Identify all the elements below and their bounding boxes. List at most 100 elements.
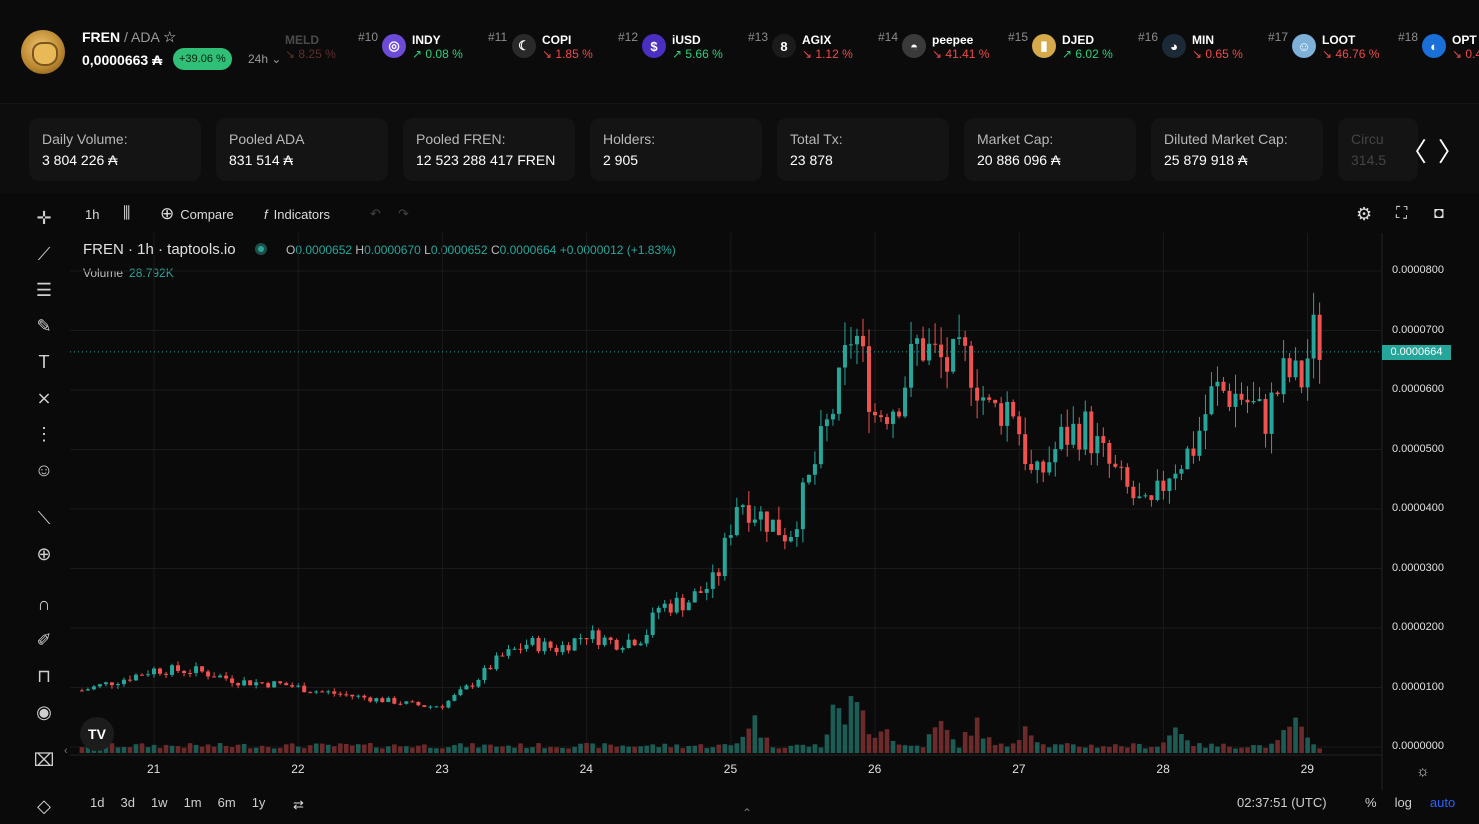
- volume-bar: [710, 747, 716, 753]
- y-tick-label: 0.0000600: [1392, 383, 1444, 395]
- stats-nav-arrows[interactable]: 〈 〉: [1400, 137, 1466, 167]
- volume-bar: [560, 747, 565, 753]
- volume-bar: [1119, 746, 1124, 753]
- favorite-star-icon[interactable]: ☆: [163, 29, 177, 46]
- indicators-button[interactable]: f Indicators: [264, 206, 330, 222]
- scroll-left-icon[interactable]: ‹: [64, 745, 68, 757]
- log-scale-toggle[interactable]: log: [1394, 795, 1412, 810]
- volume-bar: [1052, 744, 1058, 753]
- volume-bar: [1058, 744, 1064, 753]
- ticker-item[interactable]: #11 ☾ COPI ↘ 1.85 %: [488, 30, 614, 64]
- volume-bar: [914, 745, 920, 753]
- volume-bar: [860, 710, 866, 753]
- candle-body: [1233, 393, 1238, 407]
- trash-icon[interactable]: ⌧: [33, 749, 55, 770]
- trendline-icon[interactable]: ⟋: [37, 243, 51, 264]
- ticker-item[interactable]: #16 ◕ MIN ↘ 0.65 %: [1138, 30, 1264, 64]
- eye-icon[interactable]: ◉: [36, 701, 52, 722]
- candle-body: [97, 684, 102, 687]
- crosshair-icon[interactable]: ✛: [36, 207, 52, 228]
- candle-body: [79, 690, 84, 692]
- range-button-1w[interactable]: 1w: [150, 795, 168, 810]
- ticker-item[interactable]: #17 ☺ LOOT ↘ 46.76 %: [1268, 30, 1394, 64]
- range-button-1y[interactable]: 1y: [251, 795, 266, 810]
- fib-lines-icon[interactable]: ☰: [35, 279, 53, 300]
- pattern-icon[interactable]: ⨯: [36, 387, 52, 408]
- range-button-1m[interactable]: 1m: [183, 795, 202, 810]
- candle-body: [1179, 469, 1184, 474]
- candle-body: [127, 679, 132, 681]
- date-range-icon[interactable]: ⇄: [293, 797, 304, 812]
- volume-bar: [1203, 747, 1208, 753]
- y-tick-label: 0.0000300: [1392, 561, 1444, 574]
- volume-bar: [812, 744, 818, 753]
- redo-icon[interactable]: ↷: [398, 206, 409, 221]
- range-button-6m[interactable]: 6m: [217, 795, 236, 810]
- range-button-1d[interactable]: 1d: [90, 795, 105, 810]
- candle-body: [518, 648, 523, 650]
- volume-bar: [1034, 742, 1040, 753]
- volume-bar: [554, 747, 559, 753]
- screenshot-icon[interactable]: ◘: [1434, 205, 1444, 222]
- current-price: 0,0000663 ₳: [82, 52, 163, 68]
- tradingview-logo[interactable]: TV: [80, 717, 114, 751]
- range-button-3d[interactable]: 3d: [120, 795, 135, 810]
- volume-bar: [1209, 743, 1214, 753]
- utc-clock[interactable]: 02:37:51 (UTC): [1237, 795, 1327, 810]
- volume-bar: [1299, 726, 1304, 753]
- volume-bar: [259, 745, 265, 753]
- y-tick-label: 0.0000800: [1392, 264, 1444, 276]
- volume-bar: [1167, 735, 1172, 753]
- volume-bar: [368, 743, 373, 753]
- volume-bar: [1082, 747, 1088, 753]
- undo-icon[interactable]: ↶: [370, 206, 381, 221]
- lock-icon[interactable]: ⊓: [36, 665, 52, 686]
- pair-title[interactable]: FREN / ADA: [82, 29, 160, 45]
- ticker-item[interactable]: #18 ◐ OPT ↘ 0.4: [1398, 30, 1479, 64]
- settings-icon[interactable]: ⚙: [1356, 203, 1373, 224]
- candle-body: [530, 637, 535, 645]
- prediction-icon[interactable]: ⋮: [35, 423, 53, 444]
- ticker-rank: #11: [488, 30, 508, 44]
- volume-bar: [974, 717, 980, 753]
- ticker-item[interactable]: #13 8 AGIX ↘ 1.12 %: [748, 30, 874, 64]
- candle-body: [1011, 401, 1016, 417]
- volume-bar: [223, 745, 229, 753]
- ticker-item[interactable]: #15 ▮ DJED ↗ 6.02 %: [1008, 30, 1134, 64]
- ticker-item[interactable]: #14 ◓ peepee ↘ 41.41 %: [878, 30, 1004, 64]
- zoom-in-icon[interactable]: ⊕: [36, 543, 52, 564]
- fullscreen-icon[interactable]: ⛶: [1396, 205, 1408, 222]
- brush-icon[interactable]: ✎: [36, 315, 52, 336]
- volume-bar: [217, 743, 223, 753]
- volume-bar: [1317, 748, 1322, 753]
- ticker-item[interactable]: #12 $ iUSD ↗ 5.66 %: [618, 30, 744, 64]
- emoji-icon[interactable]: ☺: [34, 459, 54, 480]
- lock-drawing-icon[interactable]: ✐: [36, 629, 52, 650]
- percent-scale-toggle[interactable]: %: [1365, 795, 1377, 810]
- volume-bar: [1022, 726, 1028, 753]
- volume-bar: [500, 746, 505, 753]
- volume-bar: [806, 746, 812, 753]
- candle-body: [386, 697, 391, 703]
- volume-bar: [265, 746, 271, 753]
- layers-icon[interactable]: ◇: [37, 795, 51, 816]
- volume-bar: [746, 728, 752, 753]
- candle-body: [590, 630, 595, 640]
- volume-bar: [896, 744, 902, 753]
- auto-scale-toggle[interactable]: auto: [1429, 795, 1456, 810]
- collapse-chevron-icon[interactable]: ⌃: [742, 806, 753, 820]
- volume-bar: [1221, 743, 1226, 753]
- period-dropdown[interactable]: 24h ⌄: [248, 52, 282, 66]
- magnet-icon[interactable]: ∩: [37, 593, 51, 614]
- ruler-icon[interactable]: ⟍: [37, 507, 51, 528]
- candle-type-icon[interactable]: ⫼: [123, 205, 131, 222]
- text-tool-icon[interactable]: T: [38, 351, 50, 372]
- y-tick-label: 0.0000000: [1392, 740, 1444, 752]
- interval-button[interactable]: 1h: [85, 206, 100, 222]
- candle-body: [614, 639, 619, 650]
- volume-bar: [301, 748, 307, 753]
- ticker-item[interactable]: #10 ◎ INDY ↗ 0.08 %: [358, 30, 484, 64]
- compare-button[interactable]: ⊕ Compare: [160, 204, 234, 223]
- axis-settings-icon[interactable]: ☼: [1416, 762, 1430, 780]
